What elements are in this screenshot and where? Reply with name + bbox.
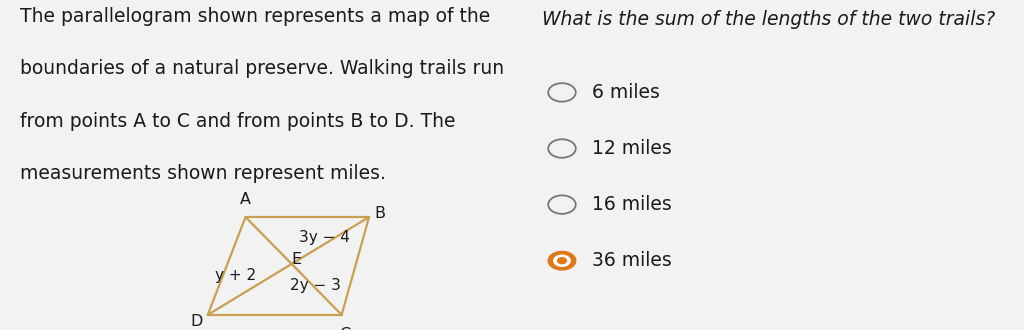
Text: 12 miles: 12 miles <box>592 139 672 158</box>
Circle shape <box>548 251 575 270</box>
Text: C: C <box>340 327 350 330</box>
Text: A: A <box>240 192 251 207</box>
Text: The parallelogram shown represents a map of the: The parallelogram shown represents a map… <box>20 7 490 26</box>
Text: 2y − 3: 2y − 3 <box>291 278 341 293</box>
Text: 16 miles: 16 miles <box>592 195 672 214</box>
Text: measurements shown represent miles.: measurements shown represent miles. <box>20 164 386 183</box>
Text: y + 2: y + 2 <box>215 268 256 283</box>
Text: E: E <box>291 251 301 267</box>
Text: 3y − 4: 3y − 4 <box>299 230 350 245</box>
Text: 6 miles: 6 miles <box>592 83 660 102</box>
Text: from points A to C and from points B to D. The: from points A to C and from points B to … <box>20 112 456 131</box>
Text: boundaries of a natural preserve. Walking trails run: boundaries of a natural preserve. Walkin… <box>20 59 505 78</box>
Circle shape <box>554 255 570 266</box>
Circle shape <box>557 258 566 264</box>
Text: B: B <box>374 206 385 221</box>
Text: D: D <box>190 314 203 329</box>
Text: 36 miles: 36 miles <box>592 251 672 270</box>
Text: What is the sum of the lengths of the two trails?: What is the sum of the lengths of the tw… <box>543 10 995 29</box>
